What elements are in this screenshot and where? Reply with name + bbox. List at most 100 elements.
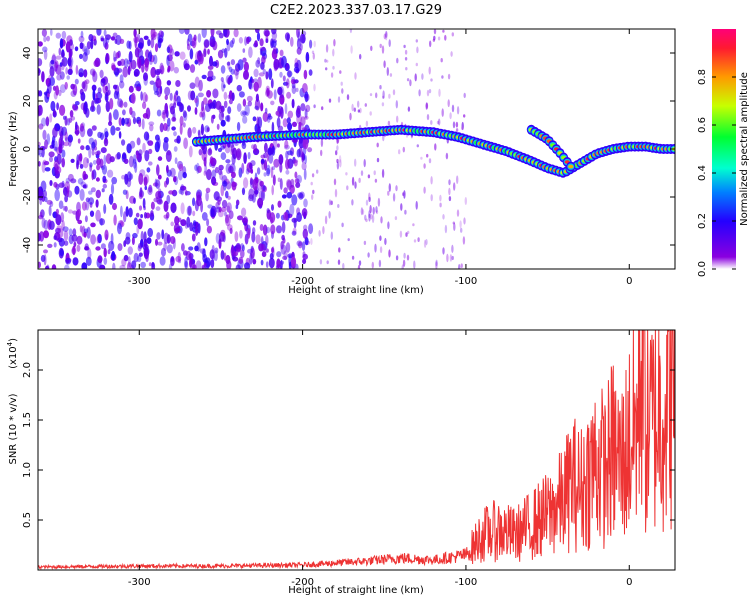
colorbar-tick-label: 0.2 bbox=[697, 213, 708, 229]
noise-blob bbox=[265, 71, 269, 80]
noise-blob bbox=[265, 34, 269, 43]
noise-blob bbox=[211, 176, 217, 186]
noise-blob bbox=[229, 163, 236, 174]
noise-blob bbox=[74, 101, 80, 106]
noise-blob bbox=[271, 145, 276, 156]
noise-blob bbox=[199, 111, 203, 118]
noise-blob bbox=[389, 73, 393, 77]
noise-blob bbox=[43, 36, 47, 43]
noise-blob bbox=[334, 188, 338, 198]
noise-blob bbox=[311, 50, 315, 55]
noise-blob bbox=[111, 250, 116, 261]
noise-blob bbox=[413, 239, 417, 243]
noise-blob bbox=[42, 46, 48, 53]
noise-blob bbox=[374, 178, 378, 183]
noise-blob bbox=[45, 265, 50, 269]
noise-blob bbox=[145, 107, 151, 120]
noise-blob bbox=[96, 104, 101, 115]
noise-blob bbox=[156, 232, 161, 240]
ridge-core bbox=[568, 164, 574, 169]
noise-blob bbox=[360, 170, 364, 177]
noise-blob bbox=[183, 137, 189, 150]
noise-blob bbox=[148, 262, 152, 267]
noise-blob bbox=[363, 240, 367, 245]
noise-blob bbox=[72, 84, 78, 96]
noise-blob bbox=[243, 61, 249, 72]
noise-blob bbox=[45, 78, 51, 84]
noise-blob bbox=[38, 144, 41, 156]
noise-blob bbox=[234, 231, 239, 242]
noise-blob bbox=[47, 82, 52, 94]
noise-blob bbox=[456, 106, 460, 115]
noise-blob bbox=[79, 225, 83, 233]
noise-blob bbox=[436, 120, 440, 125]
noise-blob bbox=[452, 121, 456, 129]
noise-blob bbox=[351, 255, 355, 260]
noise-blob bbox=[336, 145, 339, 151]
noise-blob bbox=[247, 151, 251, 160]
noise-blob bbox=[162, 109, 167, 115]
noise-blob bbox=[156, 68, 163, 74]
snr-series-line bbox=[38, 330, 675, 570]
noise-blob bbox=[206, 127, 210, 132]
noise-blob bbox=[276, 251, 282, 258]
noise-blob bbox=[53, 235, 57, 240]
noise-blob bbox=[163, 200, 169, 212]
noise-blob bbox=[296, 105, 301, 114]
noise-blob bbox=[252, 116, 257, 122]
noise-blob bbox=[126, 143, 132, 154]
noise-blob bbox=[200, 123, 204, 136]
noise-blob bbox=[48, 151, 55, 158]
noise-blob bbox=[240, 243, 245, 250]
noise-blob bbox=[105, 153, 112, 164]
noise-blob bbox=[238, 256, 244, 264]
noise-blob bbox=[119, 80, 125, 89]
noise-blob bbox=[459, 220, 462, 229]
noise-blob bbox=[277, 200, 282, 208]
noise-blob bbox=[279, 49, 284, 57]
noise-blob bbox=[223, 100, 228, 109]
noise-blob bbox=[313, 40, 316, 48]
noise-blob bbox=[78, 35, 85, 43]
noise-blob bbox=[206, 225, 212, 234]
noise-blob bbox=[182, 122, 186, 128]
noise-blob bbox=[134, 36, 138, 49]
noise-blob bbox=[223, 84, 226, 89]
noise-blob bbox=[259, 48, 263, 56]
noise-blob bbox=[144, 185, 148, 191]
noise-blob bbox=[442, 214, 445, 220]
noise-blob bbox=[357, 264, 361, 269]
noise-blob bbox=[95, 177, 100, 182]
noise-blob bbox=[76, 209, 82, 217]
noise-blob bbox=[430, 120, 433, 125]
noise-blob bbox=[460, 227, 463, 233]
noise-blob bbox=[67, 173, 74, 182]
noise-blob bbox=[127, 246, 133, 255]
noise-blob bbox=[248, 46, 253, 59]
noise-blob bbox=[64, 194, 68, 203]
noise-blob bbox=[395, 255, 399, 261]
noise-blob bbox=[194, 59, 199, 65]
noise-blob bbox=[143, 176, 148, 187]
noise-blob bbox=[266, 167, 271, 177]
noise-blob bbox=[380, 216, 383, 224]
noise-blob bbox=[91, 84, 97, 92]
noise-blob bbox=[186, 43, 191, 51]
noise-blob bbox=[357, 109, 361, 113]
snr-x-axis-label: Height of straight line (km) bbox=[288, 585, 424, 596]
noise-blob bbox=[318, 230, 321, 237]
noise-blob bbox=[166, 46, 171, 53]
noise-blob bbox=[211, 61, 218, 67]
noise-blob bbox=[305, 104, 311, 113]
noise-blob bbox=[135, 150, 139, 160]
noise-blob bbox=[176, 135, 181, 144]
noise-blob bbox=[433, 29, 437, 35]
noise-blob bbox=[243, 70, 249, 80]
noise-blob bbox=[263, 29, 270, 37]
noise-blob bbox=[76, 154, 80, 166]
noise-blob bbox=[76, 235, 83, 245]
noise-blob bbox=[148, 121, 155, 126]
y-tick-label: 2.0 bbox=[22, 362, 33, 378]
noise-blob bbox=[309, 39, 313, 49]
noise-blob bbox=[143, 174, 150, 184]
